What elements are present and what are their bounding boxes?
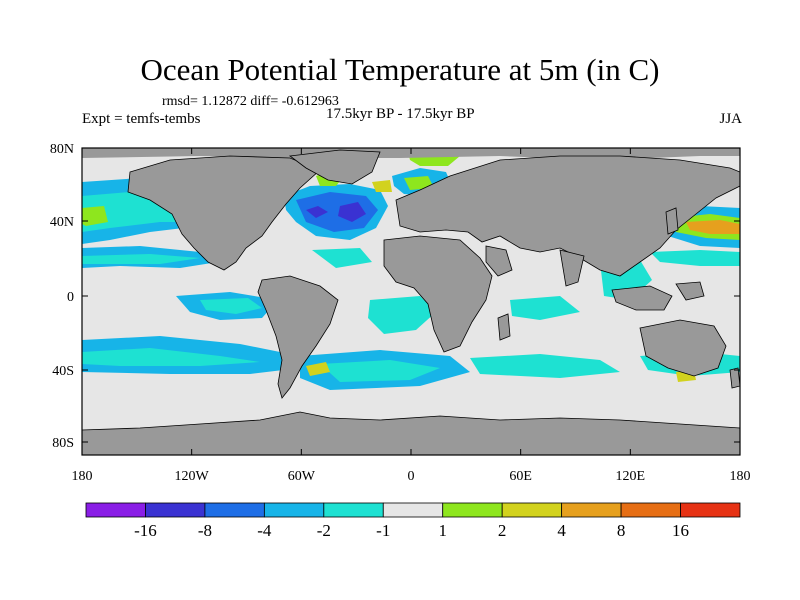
colorbar-swatch [442,502,503,518]
colorbar [85,502,741,518]
colorbar-label: 8 [617,521,626,540]
plot-title: Ocean Potential Temperature at 5m (in C) [140,52,660,87]
stats-label: rmsd= 1.12872 diff= -0.612963 [162,94,339,109]
lon-tick-label: 120W [175,469,210,484]
period-label: 17.5kyr BP - 17.5kyr BP [326,106,475,122]
colorbar-label: -8 [198,521,212,540]
colorbar-swatch [204,502,265,518]
colorbar-label: 16 [672,521,689,540]
colorbar-label: -16 [134,521,157,540]
colorbar-label: -2 [317,521,331,540]
lon-tick-labels: 180 120W 60W 0 60E 120E 180 [72,469,751,484]
lat-tick-label: 40N [50,215,74,230]
lat-tick-labels: 80N 40N 0 40S 80S [50,142,74,451]
colorbar-swatch [85,502,146,518]
lon-tick-label: 180 [730,469,751,484]
colorbar-swatch [620,502,681,518]
colorbar-swatch [263,502,325,518]
colorbar-swatch [382,502,444,518]
colorbar-swatch [680,502,741,518]
lon-tick-label: 0 [408,469,415,484]
experiment-label: Expt = temfs-tembs [82,111,201,127]
colorbar-swatch [501,502,563,518]
lon-tick-label: 180 [72,469,93,484]
season-label: JJA [719,111,742,127]
colorbar-label: 2 [498,521,507,540]
colorbar-swatch [323,502,384,518]
lat-tick-label: 0 [67,290,74,305]
lat-ticks [82,147,740,443]
lat-tick-label: 80N [50,142,74,157]
colorbar-label: 4 [557,521,566,540]
lat-tick-label: 80S [52,436,74,451]
lon-tick-label: 120E [616,469,646,484]
lat-tick-label: 40S [52,364,74,379]
lon-ticks [81,148,741,455]
lon-tick-label: 60E [509,469,532,484]
colorbar-label: -1 [376,521,390,540]
colorbar-label: 1 [438,521,447,540]
colorbar-swatch [145,502,206,518]
lon-tick-label: 60W [288,469,316,484]
colorbar-swatch [561,502,622,518]
colorbar-labels: -16 -8 -4 -2 -1 1 2 4 8 16 [134,521,689,540]
colorbar-label: -4 [257,521,272,540]
